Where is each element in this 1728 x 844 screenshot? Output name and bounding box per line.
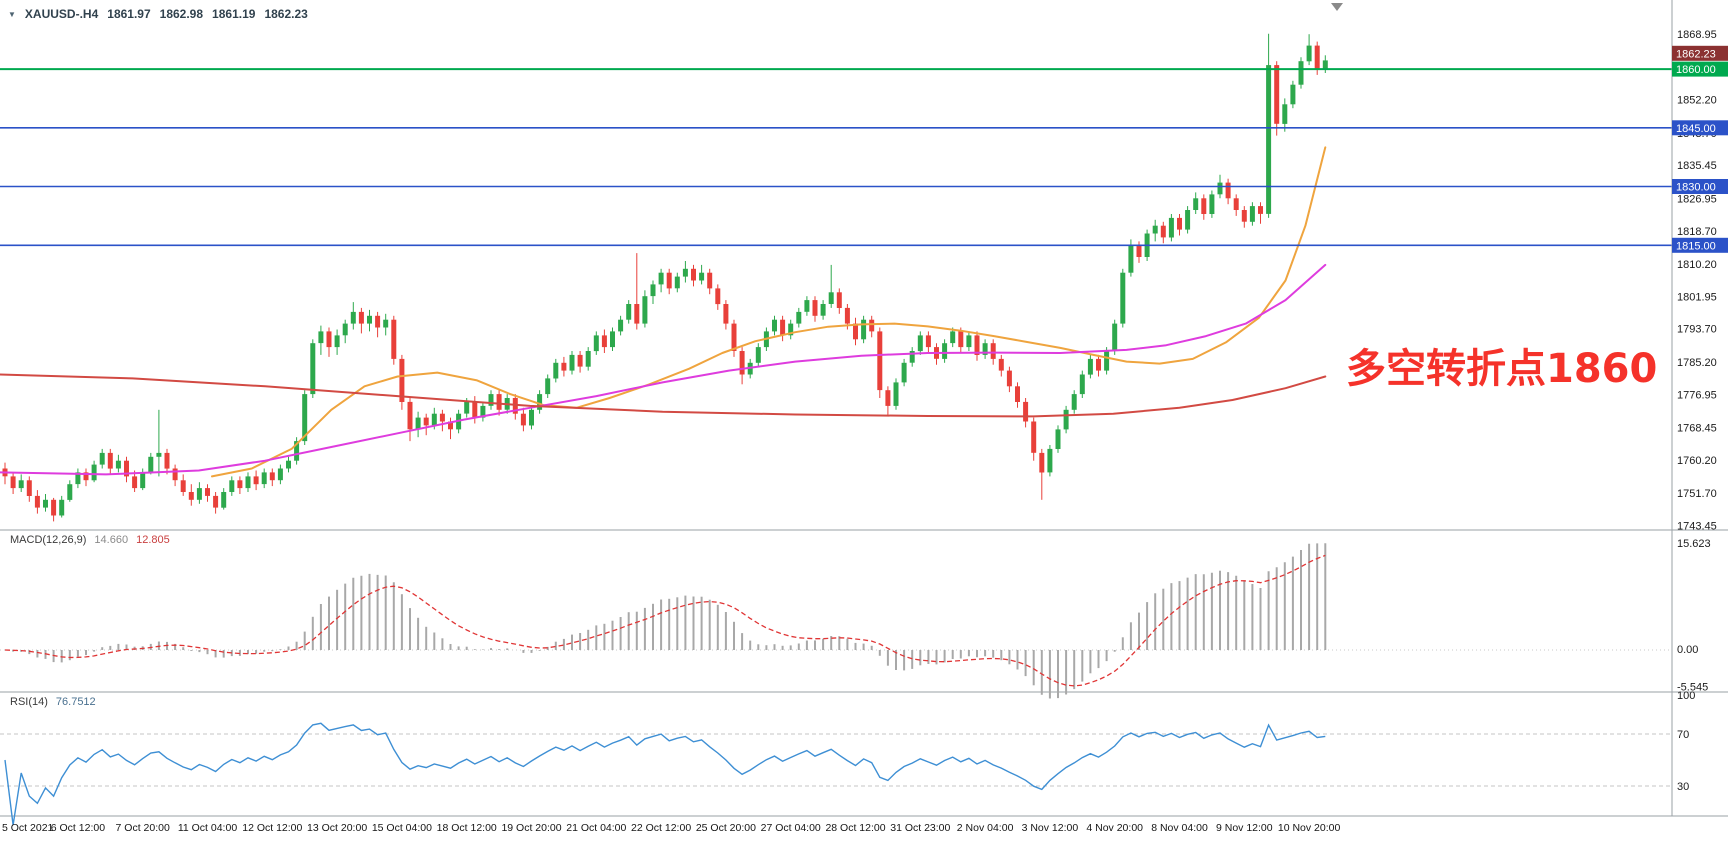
candlestick-series: [2, 33, 1328, 522]
svg-text:1860.00: 1860.00: [1676, 64, 1716, 76]
svg-text:1826.95: 1826.95: [1677, 194, 1717, 206]
svg-text:1815.00: 1815.00: [1676, 240, 1716, 252]
svg-text:100: 100: [1677, 690, 1695, 702]
rsi-name: RSI(14): [10, 696, 48, 708]
svg-text:1793.70: 1793.70: [1677, 324, 1717, 336]
svg-text:1830.00: 1830.00: [1676, 182, 1716, 194]
ma-line-fast-orange: [211, 146, 1327, 478]
svg-text:1760.20: 1760.20: [1677, 455, 1717, 467]
svg-text:15.623: 15.623: [1677, 538, 1711, 550]
svg-text:12 Oct 12:00: 12 Oct 12:00: [242, 822, 302, 834]
svg-text:8 Nov 04:00: 8 Nov 04:00: [1151, 822, 1208, 834]
price-tag-1862.23[interactable]: [1672, 45, 1728, 61]
svg-text:28 Oct 12:00: 28 Oct 12:00: [825, 822, 885, 834]
svg-text:27 Oct 04:00: 27 Oct 04:00: [761, 822, 821, 834]
rsi-axis: 100 70 30: [1677, 690, 1695, 793]
ohlc-high: 1862.98: [159, 7, 204, 21]
chart-header: ▼ XAUUSD-.H4 1861.97 1862.98 1861.19 186…: [8, 7, 308, 21]
price-tag-1830.00[interactable]: [1672, 179, 1728, 194]
svg-text:25 Oct 20:00: 25 Oct 20:00: [696, 822, 756, 834]
price-tag-1860.00[interactable]: [1672, 61, 1728, 77]
svg-text:22 Oct 12:00: 22 Oct 12:00: [631, 822, 691, 834]
symbol-timeframe-label: XAUUSD-.H4: [24, 7, 99, 21]
svg-text:70: 70: [1677, 729, 1689, 741]
svg-text:1845.00: 1845.00: [1676, 123, 1716, 135]
svg-text:3 Nov 12:00: 3 Nov 12:00: [1022, 822, 1079, 834]
svg-text:1810.20: 1810.20: [1677, 259, 1717, 271]
svg-text:1862.23: 1862.23: [1676, 48, 1716, 60]
chart-shift-marker-icon[interactable]: [1331, 3, 1343, 11]
macd-signal-line: [4, 554, 1326, 687]
svg-text:1751.70: 1751.70: [1677, 488, 1717, 500]
macd-histogram: [12, 543, 1327, 699]
svg-text:1835.45: 1835.45: [1677, 160, 1717, 172]
svg-text:5 Oct 2021: 5 Oct 2021: [2, 822, 54, 834]
svg-text:0.00: 0.00: [1677, 644, 1698, 656]
svg-text:2 Nov 04:00: 2 Nov 04:00: [957, 822, 1014, 834]
svg-text:1818.70: 1818.70: [1677, 226, 1717, 238]
ohlc-low: 1861.19: [212, 7, 256, 21]
ma-line-mid-magenta: [0, 263, 1327, 476]
price-axis: 1868.951860.701852.201843.701835.451826.…: [1677, 29, 1717, 533]
ma-line-slow-red: [0, 373, 1327, 418]
svg-text:6 Oct 12:00: 6 Oct 12:00: [51, 822, 105, 834]
ohlc-close: 1862.23: [264, 7, 308, 21]
price-tag-1815.00[interactable]: [1672, 237, 1728, 253]
svg-text:-5.545: -5.545: [1677, 682, 1708, 694]
macd-signal-value: 12.805: [136, 534, 170, 546]
svg-text:9 Nov 12:00: 9 Nov 12:00: [1216, 822, 1273, 834]
symbol-dropdown-icon[interactable]: ▼: [8, 9, 16, 19]
svg-text:30: 30: [1677, 781, 1689, 793]
macd-axis: 15.623 0.00 -5.545: [1677, 538, 1711, 694]
svg-text:1852.20: 1852.20: [1677, 95, 1717, 107]
svg-text:11 Oct 04:00: 11 Oct 04:00: [178, 822, 238, 834]
svg-text:19 Oct 20:00: 19 Oct 20:00: [501, 822, 561, 834]
svg-text:21 Oct 04:00: 21 Oct 04:00: [566, 822, 626, 834]
annotation-text: 多空转折点1860: [1346, 346, 1658, 392]
rsi-value: 76.7512: [55, 696, 96, 708]
svg-text:7 Oct 20:00: 7 Oct 20:00: [116, 822, 170, 834]
ohlc-open: 1861.97: [107, 7, 151, 21]
price-tag-1845.00[interactable]: [1672, 120, 1728, 136]
svg-text:1776.95: 1776.95: [1677, 389, 1717, 401]
svg-text:10 Nov 20:00: 10 Nov 20:00: [1278, 822, 1341, 834]
svg-text:1768.45: 1768.45: [1677, 423, 1717, 435]
macd-name: MACD(12,26,9): [10, 534, 87, 546]
svg-text:4 Nov 20:00: 4 Nov 20:00: [1086, 822, 1143, 834]
svg-text:18 Oct 12:00: 18 Oct 12:00: [437, 822, 497, 834]
price-tag-boxes: 1862.23 1860.00 1845.00 1830.00 1815.00: [1672, 45, 1728, 253]
svg-text:15 Oct 04:00: 15 Oct 04:00: [372, 822, 432, 834]
rsi-line: [4, 722, 1326, 826]
rsi-indicator-label: RSI(14) 76.7512: [10, 696, 96, 708]
svg-text:1743.45: 1743.45: [1677, 521, 1717, 533]
svg-text:1801.95: 1801.95: [1677, 291, 1717, 303]
svg-text:31 Oct 23:00: 31 Oct 23:00: [890, 822, 950, 834]
svg-text:1868.95: 1868.95: [1677, 29, 1717, 41]
macd-indicator-label: MACD(12,26,9) 14.660 12.805: [10, 534, 170, 546]
svg-text:1785.20: 1785.20: [1677, 357, 1717, 369]
macd-main-value: 14.660: [94, 534, 129, 546]
svg-text:13 Oct 20:00: 13 Oct 20:00: [307, 822, 367, 834]
